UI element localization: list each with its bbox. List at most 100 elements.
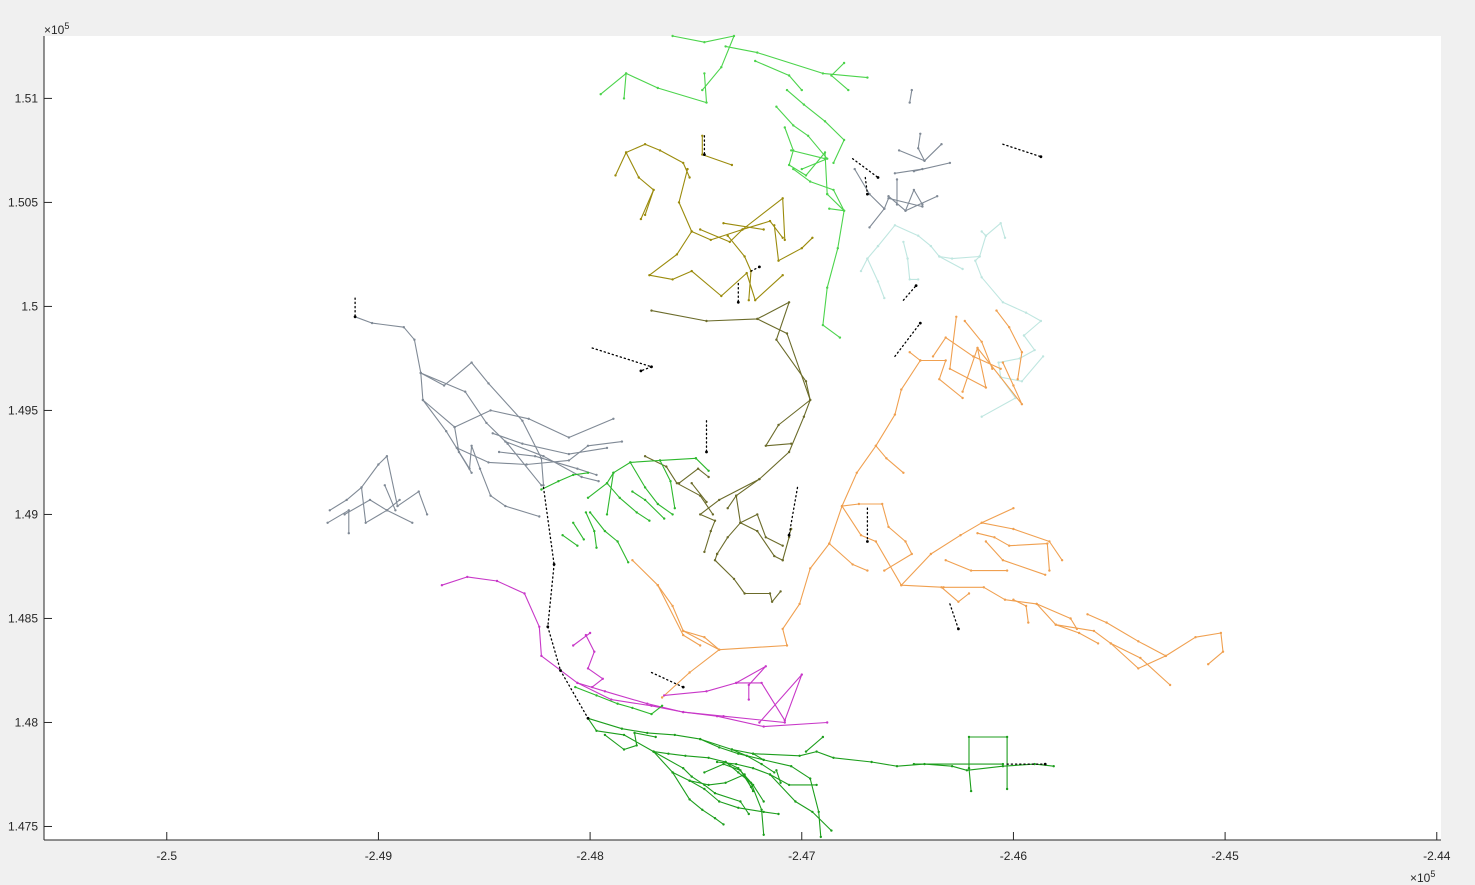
series-5-point: [1027, 621, 1030, 624]
series-8-point: [798, 754, 801, 757]
series-2-point: [567, 436, 571, 439]
series-5-point: [1109, 642, 1113, 645]
series-7-segment-0: [587, 457, 697, 499]
series-8-point: [1001, 765, 1005, 768]
series-7-segment-6: [695, 457, 710, 472]
series-5-point: [919, 359, 922, 362]
series-6-point: [783, 721, 786, 724]
series-6-point: [682, 710, 685, 714]
series-4-point: [866, 257, 869, 260]
series-2-point: [360, 486, 363, 489]
series-2-point: [521, 442, 524, 445]
series-2-point: [487, 382, 490, 385]
series-8-point: [688, 779, 691, 782]
series-9-segment-6: [542, 486, 555, 566]
series-7-point: [650, 712, 653, 716]
series-8-point: [787, 783, 791, 787]
series-5-point: [957, 600, 960, 603]
series-6-point: [610, 698, 613, 701]
series-5-point: [1046, 542, 1049, 545]
series-9-segment-13: [1002, 143, 1042, 158]
series-2-point: [487, 461, 490, 464]
series-8-point: [751, 752, 755, 755]
series-5-point: [1060, 559, 1064, 562]
series-2-point: [470, 471, 473, 474]
series-9-segment-3: [640, 366, 653, 372]
series-2-segment-16: [504, 441, 600, 482]
series-5-point: [967, 592, 971, 595]
series-7-point: [605, 513, 609, 516]
series-0-point: [599, 93, 602, 96]
series-5-point: [1008, 544, 1011, 547]
y-tick-label: 1.49: [15, 507, 39, 521]
series-2-point: [489, 494, 492, 497]
series-3-point: [787, 536, 791, 539]
series-5-point: [944, 559, 947, 562]
series-5-point: [1016, 378, 1019, 381]
series-0-point: [790, 149, 793, 152]
series-2: [326, 88, 952, 535]
series-5-segment-6: [631, 359, 921, 651]
series-5-point: [1164, 654, 1168, 658]
series-5-point: [1219, 631, 1223, 635]
series-0-point: [847, 88, 850, 92]
series-8-point: [646, 731, 649, 735]
plot-area[interactable]: [44, 36, 1441, 840]
series-4-point: [859, 269, 863, 273]
series-8-point: [622, 748, 626, 751]
series-4-point: [1041, 355, 1045, 358]
series-9-endpoint: [957, 627, 960, 631]
series-3-point: [711, 513, 715, 516]
series-7-point: [557, 480, 560, 483]
series-0-segment-1: [725, 45, 868, 79]
series-3-point: [703, 550, 706, 554]
series-0-point: [826, 286, 829, 289]
series-5-point: [883, 569, 886, 572]
series-3-point: [802, 415, 806, 418]
series-2-point: [521, 419, 524, 422]
series-8-point: [762, 810, 765, 814]
series-5-segment-1: [932, 337, 1002, 370]
series-7-point: [561, 534, 564, 537]
series-0-point: [832, 188, 835, 192]
series-0-point: [800, 88, 803, 92]
series-9-endpoint: [736, 300, 740, 304]
series-9-endpoint: [918, 321, 922, 325]
series-5-point: [682, 633, 685, 637]
series-5-point: [1020, 351, 1024, 354]
series-5-point: [1207, 663, 1210, 666]
series-1-point: [624, 151, 628, 154]
series-0-point: [832, 161, 835, 165]
series-8-point: [688, 798, 691, 801]
series-3-point: [713, 559, 717, 562]
series-7-point: [627, 561, 630, 564]
series-2-point: [940, 143, 943, 146]
series-3-point: [781, 559, 784, 562]
series-5-point: [984, 386, 988, 389]
series-2-point: [527, 417, 530, 420]
series-6-point: [722, 715, 725, 718]
series-8-segment-13: [775, 769, 782, 784]
series-2-point: [567, 452, 571, 456]
series-2-point: [413, 338, 416, 341]
series-8-point: [817, 810, 820, 814]
series-7-point: [629, 461, 632, 464]
series-1-point: [675, 253, 679, 256]
series-3-point: [713, 519, 717, 522]
series-7-point: [616, 540, 619, 543]
series-2-point: [612, 417, 615, 420]
series-2-point: [595, 473, 598, 477]
series-7-point: [618, 496, 621, 499]
series-0-point: [842, 61, 846, 65]
series-7-segment-10: [572, 522, 585, 540]
series-4-segment-9: [902, 241, 919, 280]
series-2-point: [576, 467, 579, 470]
series-5-point: [959, 534, 962, 537]
series-2-point: [457, 450, 461, 454]
series-2-segment-1: [868, 208, 885, 228]
series-5-point: [944, 336, 947, 339]
series-1-point: [652, 188, 655, 192]
series-0-segment-5: [623, 72, 627, 99]
series-4-segment-4: [979, 222, 1006, 258]
series-7-point: [586, 471, 590, 474]
